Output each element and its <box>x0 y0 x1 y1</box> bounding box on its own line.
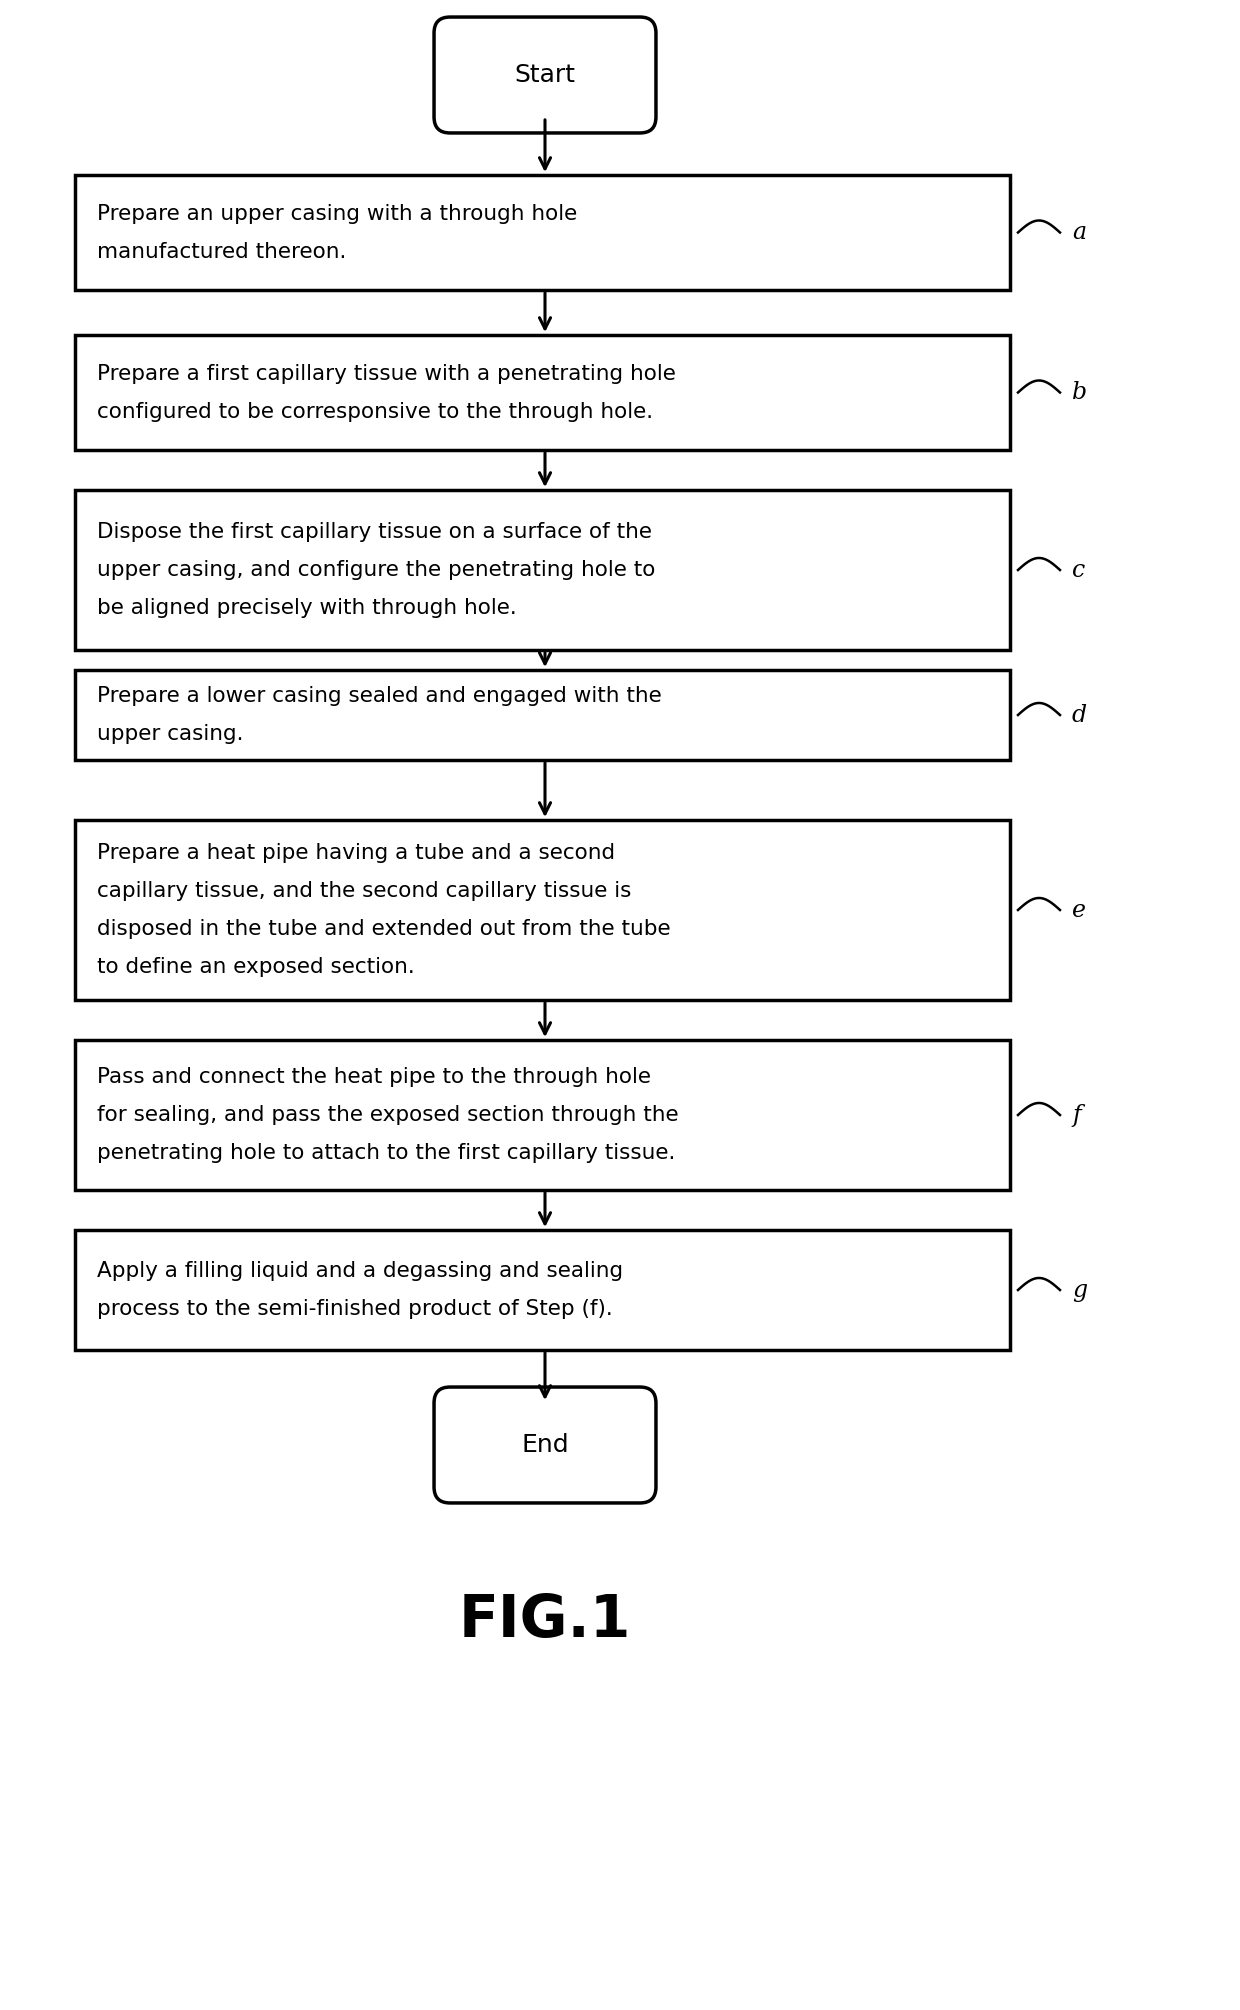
Text: upper casing, and configure the penetrating hole to: upper casing, and configure the penetrat… <box>97 561 656 581</box>
FancyBboxPatch shape <box>434 16 656 133</box>
Bar <box>74 1230 1011 1351</box>
Text: e: e <box>1073 898 1086 921</box>
Text: configured to be corresponsive to the through hole.: configured to be corresponsive to the th… <box>97 402 653 422</box>
Text: g: g <box>1073 1278 1087 1302</box>
Text: b: b <box>1073 382 1087 404</box>
Text: Pass and connect the heat pipe to the through hole: Pass and connect the heat pipe to the th… <box>97 1067 651 1087</box>
Bar <box>74 490 1011 649</box>
Text: Prepare an upper casing with a through hole: Prepare an upper casing with a through h… <box>97 203 578 223</box>
Text: penetrating hole to attach to the first capillary tissue.: penetrating hole to attach to the first … <box>97 1144 676 1164</box>
Text: manufactured thereon.: manufactured thereon. <box>97 241 346 261</box>
Text: c: c <box>1073 559 1085 581</box>
Text: d: d <box>1073 704 1087 726</box>
Text: capillary tissue, and the second capillary tissue is: capillary tissue, and the second capilla… <box>97 880 631 900</box>
Text: Prepare a lower casing sealed and engaged with the: Prepare a lower casing sealed and engage… <box>97 685 662 706</box>
Text: upper casing.: upper casing. <box>97 724 243 744</box>
Text: Start: Start <box>515 62 575 86</box>
Text: FIG.1: FIG.1 <box>459 1592 631 1648</box>
Text: a: a <box>1073 221 1086 243</box>
Text: disposed in the tube and extended out from the tube: disposed in the tube and extended out fr… <box>97 919 671 939</box>
Text: for sealing, and pass the exposed section through the: for sealing, and pass the exposed sectio… <box>97 1106 678 1126</box>
Text: Dispose the first capillary tissue on a surface of the: Dispose the first capillary tissue on a … <box>97 523 652 543</box>
Bar <box>74 669 1011 760</box>
Bar <box>74 175 1011 289</box>
Text: f: f <box>1073 1103 1081 1126</box>
Bar <box>74 1039 1011 1190</box>
Text: to define an exposed section.: to define an exposed section. <box>97 957 414 977</box>
Text: be aligned precisely with through hole.: be aligned precisely with through hole. <box>97 599 517 617</box>
Text: process to the semi-finished product of Step (f).: process to the semi-finished product of … <box>97 1298 613 1319</box>
Text: Prepare a first capillary tissue with a penetrating hole: Prepare a first capillary tissue with a … <box>97 364 676 384</box>
Bar <box>74 336 1011 450</box>
Text: End: End <box>521 1433 569 1457</box>
Bar <box>74 820 1011 1001</box>
Text: Prepare a heat pipe having a tube and a second: Prepare a heat pipe having a tube and a … <box>97 842 615 862</box>
Text: Apply a filling liquid and a degassing and sealing: Apply a filling liquid and a degassing a… <box>97 1260 624 1280</box>
FancyBboxPatch shape <box>434 1387 656 1503</box>
